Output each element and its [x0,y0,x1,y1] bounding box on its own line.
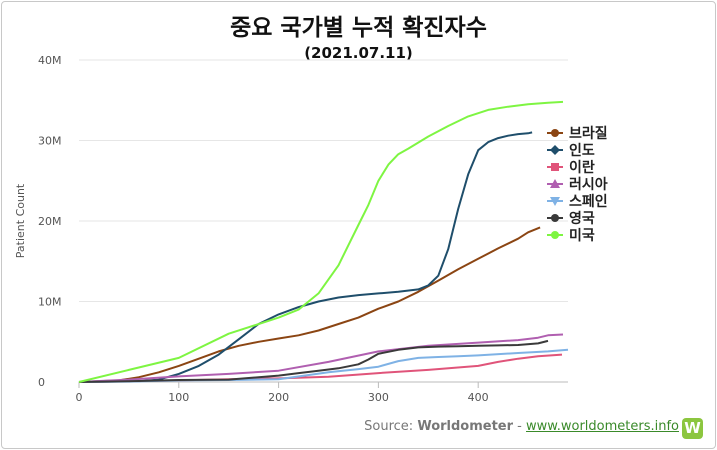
series-line-6[interactable] [78,100,564,383]
series-lines [78,100,569,383]
axes: 0 10M 20M 30M 40M 0 100 200 300 400 [38,54,489,404]
source-link[interactable]: www.worldometers.info [526,419,679,434]
x-tick-label: 200 [268,391,289,404]
y-axis-label: Patient Count [14,183,27,258]
gridlines [79,59,568,383]
legend-marker-icon [551,163,559,171]
legend-item[interactable]: 인도 [547,142,595,159]
legend-marker-icon [551,214,559,222]
source-separator: - [517,419,522,434]
y-tick-label: 40M [38,54,62,67]
series-line-5[interactable] [78,339,549,383]
legend-item[interactable]: 러시아 [547,176,608,193]
series-line-0[interactable] [78,226,541,383]
source-credit: Source: Worldometer - www.worldometers.i… [364,419,679,434]
legend-item[interactable]: 브라질 [547,126,608,142]
legend-item[interactable]: 스페인 [547,193,608,210]
source-name: Worldometer [417,419,514,434]
legend-label: 이란 [569,159,595,176]
legend-label: 러시아 [569,176,608,193]
x-tick-label: 400 [468,391,489,404]
y-tick-label: 30M [38,135,62,148]
legend-item[interactable]: 이란 [547,159,595,176]
legend-label: 미국 [569,228,595,244]
y-tick-label: 10M [38,296,62,309]
source-prefix: Source: [364,419,414,434]
legend-marker-icon [551,231,559,239]
y-tick-label: 20M [38,215,62,228]
x-tick-label: 300 [368,391,389,404]
x-tick-label: 0 [76,391,83,404]
y-tick-label: 0 [38,376,45,389]
legend-label: 영국 [569,210,595,227]
legend-item[interactable]: 미국 [547,228,595,244]
legend-label: 인도 [569,142,595,159]
legend-marker-icon [550,145,560,155]
legend-label: 스페인 [569,193,608,210]
legend-marker-icon [550,179,560,188]
legend-item[interactable]: 영국 [547,210,595,227]
legend-marker-icon [550,197,560,206]
worldometers-logo-icon: W [682,418,703,439]
series-line-3[interactable] [78,333,564,383]
chart-subtitle: (2021.07.11) [304,44,413,62]
series-line-1[interactable] [78,131,533,383]
chart-title: 중요 국가별 누적 확진자수 [230,15,487,41]
legend-label: 브라질 [569,126,608,142]
x-tick-label: 100 [168,391,189,404]
legend-marker-icon [551,129,559,137]
